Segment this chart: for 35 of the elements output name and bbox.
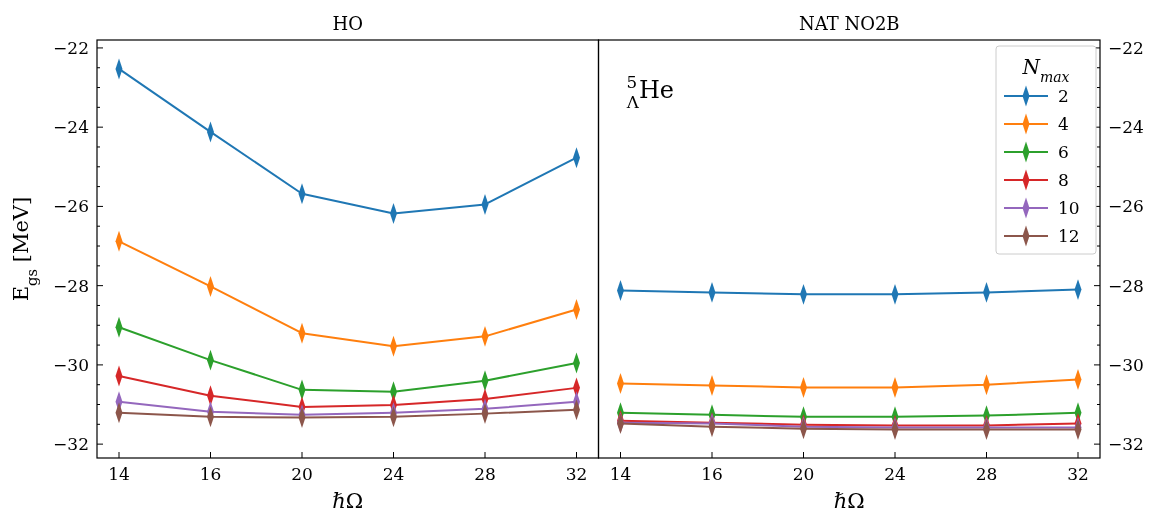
- x-tick-label: 32: [1067, 464, 1089, 484]
- x-tick-label: 20: [792, 464, 815, 484]
- y-tick-label: −28: [53, 275, 89, 296]
- x-tick-label: 16: [701, 464, 723, 484]
- y-tick-label: −26: [1108, 196, 1144, 217]
- y-tick-label: −30: [1108, 354, 1144, 375]
- legend-label: 2: [1058, 85, 1069, 106]
- y-tick-label: −24: [53, 117, 89, 138]
- x-tick-label: 16: [199, 464, 222, 484]
- legend-label: 4: [1058, 113, 1069, 134]
- chart-title: NAT NO2B: [798, 13, 900, 34]
- y-tick-label: −26: [53, 196, 89, 217]
- y-tick-label: −24: [1108, 117, 1144, 138]
- legend-label: 10: [1058, 197, 1080, 218]
- y-tick-label: −30: [53, 354, 89, 375]
- legend-label: 8: [1058, 169, 1069, 190]
- y-tick-label: −22: [53, 37, 89, 58]
- legend-label: 6: [1058, 141, 1069, 162]
- x-tick-label: 24: [382, 464, 405, 484]
- x-tick-label: 20: [291, 464, 313, 484]
- x-tick-label: 28: [474, 464, 496, 484]
- y-tick-label: −32: [1108, 434, 1144, 455]
- legend-label: 12: [1058, 225, 1080, 246]
- legend-title: N$_{max}$: [1021, 55, 1070, 85]
- x-axis-title: ℏΩ: [833, 489, 865, 513]
- y-tick-label: −22: [1108, 37, 1144, 58]
- x-tick-label: 14: [609, 464, 632, 484]
- y-tick-label: −32: [53, 434, 89, 455]
- x-axis-title: ℏΩ: [332, 489, 364, 513]
- x-tick-label: 24: [884, 464, 906, 484]
- x-tick-label: 14: [108, 464, 130, 484]
- x-tick-label: 28: [975, 464, 998, 484]
- y-tick-label: −28: [1108, 275, 1144, 296]
- chart-title: HO: [332, 13, 363, 34]
- x-tick-label: 32: [565, 464, 588, 484]
